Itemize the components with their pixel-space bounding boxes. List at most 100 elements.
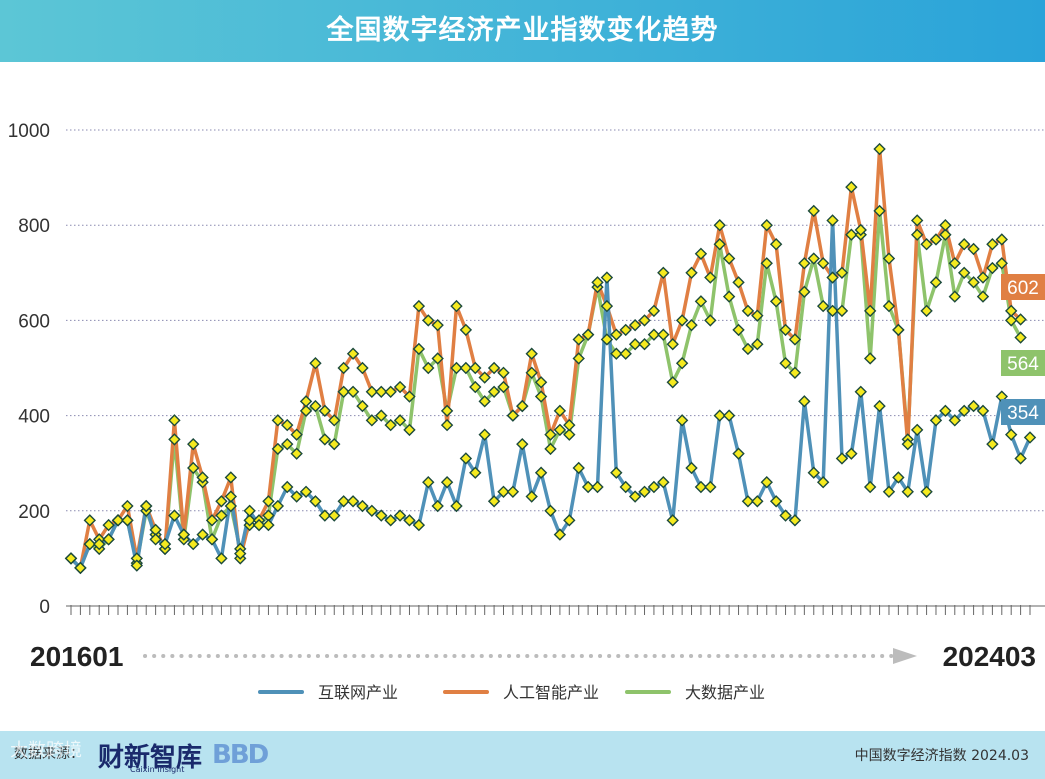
data-point-ai — [121, 499, 134, 513]
data-point-ai — [1014, 313, 1027, 326]
legend-label-ai: 人工智能产业 — [503, 683, 599, 702]
chart-title: 全国数字经济产业指数变化趋势 — [326, 15, 719, 46]
data-point-internet — [158, 537, 172, 551]
data-point-internet — [863, 480, 877, 494]
x-end-label: 202403 — [943, 641, 1036, 672]
data-point-ai — [882, 252, 896, 265]
data-point-ai — [948, 257, 961, 270]
data-point-internet — [732, 447, 745, 460]
data-point-ai — [102, 518, 115, 532]
y-tick-label: 600 — [18, 311, 50, 332]
data-point-internet — [694, 480, 708, 494]
data-point-internet — [64, 552, 78, 565]
data-point-ai — [666, 338, 679, 351]
data-point-internet — [948, 414, 961, 427]
data-point-ai — [384, 385, 397, 398]
end-label-ai: 602 — [1007, 278, 1039, 299]
data-point-internet — [647, 480, 661, 494]
data-point-ai — [168, 414, 181, 427]
data-point-internet — [205, 533, 219, 546]
data-point-ai — [356, 361, 369, 375]
data-point-bigdata — [816, 299, 830, 313]
data-point-ai — [779, 323, 792, 337]
data-point-bigdata — [290, 447, 303, 460]
data-point-bigdata — [318, 433, 332, 446]
data-point-ai — [318, 404, 332, 418]
data-point-ai — [816, 257, 830, 270]
data-point-internet — [957, 404, 971, 418]
data-point-bigdata — [572, 352, 585, 365]
data-point-bigdata — [431, 352, 444, 365]
data-point-ai — [647, 304, 661, 318]
data-point-ai — [290, 428, 303, 441]
data-point-ai — [685, 266, 698, 279]
data-point-ai — [713, 219, 726, 232]
data-point-bigdata — [384, 418, 397, 432]
data-point-internet — [177, 528, 191, 541]
data-point-internet — [873, 399, 886, 413]
data-point-bigdata — [732, 323, 745, 337]
data-point-ai — [798, 257, 811, 270]
data-point-ai — [271, 414, 285, 427]
data-point-internet — [450, 499, 463, 513]
data-point-bigdata — [422, 361, 435, 375]
data-point-ai — [487, 361, 501, 375]
data-point-bigdata — [1005, 314, 1018, 327]
data-point-internet — [281, 480, 294, 494]
data-point-ai — [845, 180, 858, 194]
data-point-internet — [252, 518, 266, 532]
data-point-bigdata — [638, 338, 651, 351]
data-point-bigdata — [948, 290, 961, 303]
data-point-internet — [854, 385, 867, 398]
data-point-bigdata — [309, 399, 322, 413]
data-point-internet — [1005, 428, 1018, 441]
data-point-bigdata — [478, 395, 491, 408]
data-point-ai — [412, 299, 426, 313]
data-point-internet — [572, 461, 585, 475]
data-point-internet — [299, 485, 313, 498]
data-point-internet — [102, 533, 115, 546]
data-point-bigdata — [713, 238, 726, 251]
data-point-bigdata — [779, 357, 792, 370]
caixin-logo-sub: Caixin Insight — [130, 765, 185, 774]
data-point-ai — [995, 233, 1008, 246]
data-point-internet — [986, 437, 999, 451]
data-point-ai — [422, 314, 435, 327]
data-point-ai — [393, 380, 407, 394]
data-point-internet — [431, 499, 444, 513]
data-point-internet — [412, 518, 426, 532]
data-point-ai — [525, 347, 538, 360]
data-point-internet — [901, 485, 914, 498]
data-point-internet — [168, 509, 181, 522]
data-point-internet — [619, 480, 632, 494]
data-point-bigdata — [628, 338, 642, 351]
data-point-internet — [384, 514, 397, 527]
data-point-bigdata — [939, 228, 952, 241]
data-point-ai — [187, 437, 200, 451]
data-point-ai — [337, 361, 350, 375]
data-point-bigdata — [215, 509, 228, 522]
data-point-bigdata — [647, 328, 661, 341]
data-point-bigdata — [337, 385, 350, 398]
data-point-ai — [534, 376, 548, 389]
source-label: 数据来源： — [14, 746, 84, 762]
data-point-internet — [290, 490, 303, 503]
data-point-ai — [619, 323, 632, 337]
data-point-internet — [798, 395, 811, 408]
data-point-internet — [835, 452, 849, 465]
data-point-internet — [666, 514, 679, 527]
data-point-internet — [224, 490, 238, 503]
timeline-arrow-head — [893, 648, 917, 664]
data-point-bigdata — [403, 423, 416, 437]
data-point-bigdata — [450, 361, 463, 375]
index-date-label: 中国数字经济指数 2024.03 — [854, 748, 1029, 764]
data-point-internet — [544, 504, 557, 517]
data-point-internet — [826, 214, 839, 227]
data-point-internet — [713, 409, 726, 422]
data-point-bigdata — [365, 414, 379, 427]
data-point-ai — [196, 471, 209, 484]
data-point-internet — [741, 495, 755, 508]
data-point-internet — [130, 559, 144, 572]
data-point-ai — [243, 514, 256, 527]
data-point-ai — [450, 299, 463, 313]
